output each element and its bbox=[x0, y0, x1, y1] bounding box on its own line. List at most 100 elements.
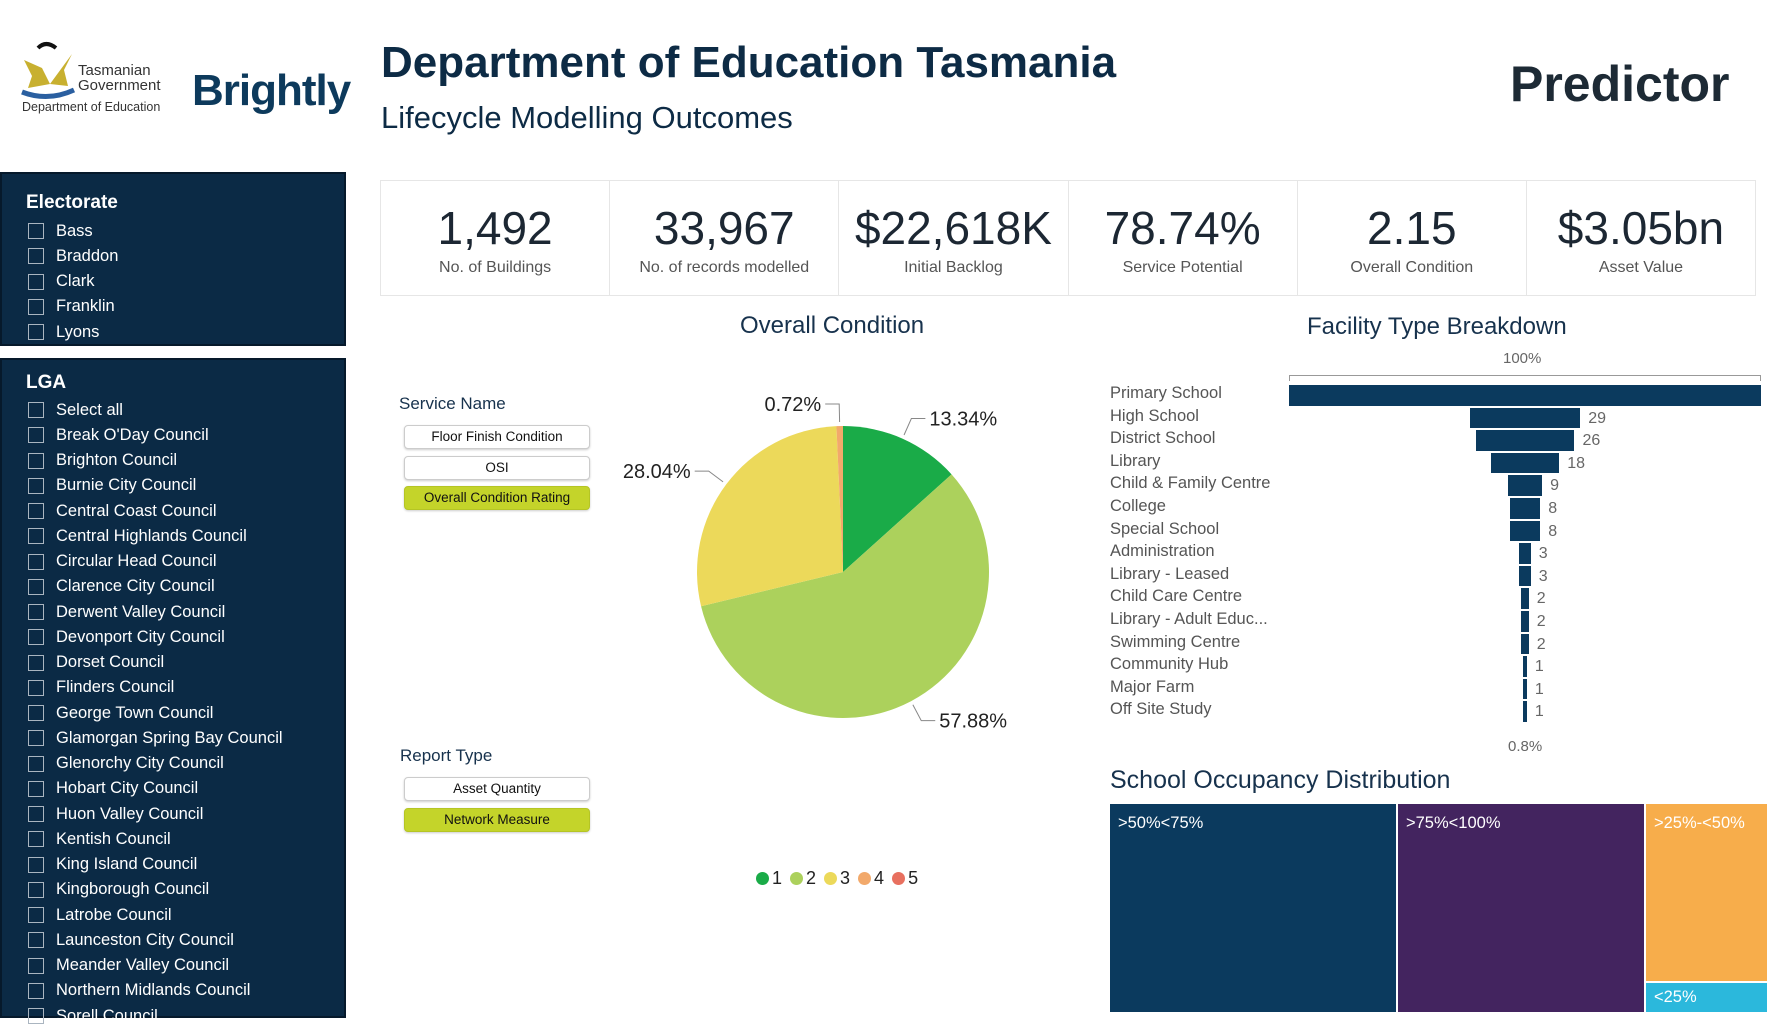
checkbox[interactable] bbox=[28, 604, 44, 620]
filter-option[interactable]: Clark bbox=[28, 271, 95, 293]
checkbox[interactable] bbox=[28, 528, 44, 545]
service-name-option[interactable]: Floor Finish Condition bbox=[404, 425, 590, 449]
filter-option[interactable]: Central Highlands Council bbox=[28, 525, 247, 547]
filter-option[interactable]: Bass bbox=[28, 220, 93, 242]
checkbox[interactable] bbox=[28, 856, 44, 873]
checkbox[interactable] bbox=[28, 755, 44, 772]
funnel-bar[interactable] bbox=[1519, 543, 1531, 564]
funnel-bar[interactable] bbox=[1475, 430, 1575, 451]
checkbox[interactable] bbox=[28, 324, 44, 341]
legend-item[interactable]: 1 bbox=[756, 868, 782, 889]
pie-slice-2[interactable] bbox=[701, 474, 990, 719]
legend-item[interactable]: 3 bbox=[824, 868, 850, 889]
filter-option[interactable]: Franklin bbox=[28, 296, 115, 318]
funnel-bar[interactable] bbox=[1521, 633, 1529, 655]
filter-option[interactable]: Glenorchy City Council bbox=[28, 753, 224, 775]
filter-option[interactable]: Flinders Council bbox=[28, 677, 174, 699]
checkbox[interactable] bbox=[28, 298, 44, 315]
checkbox[interactable] bbox=[28, 730, 44, 747]
filter-option[interactable]: Latrobe Council bbox=[28, 904, 172, 926]
filter-option[interactable]: Clarence City Council bbox=[28, 576, 215, 598]
filter-option[interactable]: George Town Council bbox=[28, 702, 213, 724]
treemap-tile[interactable]: >25%-<50% bbox=[1646, 804, 1767, 981]
option-label: Central Highlands Council bbox=[56, 526, 247, 545]
filter-option[interactable]: King Island Council bbox=[28, 854, 197, 876]
service-name-option[interactable]: Overall Condition Rating bbox=[404, 486, 590, 510]
funnel-bar[interactable] bbox=[1521, 611, 1529, 632]
funnel-bar[interactable] bbox=[1469, 407, 1581, 429]
checkbox[interactable] bbox=[28, 273, 44, 290]
kpi-row: 1,492 No. of Buildings 33,967 No. of record… bbox=[380, 180, 1756, 296]
checkbox[interactable] bbox=[28, 503, 44, 519]
funnel-bar[interactable] bbox=[1523, 701, 1527, 722]
option-label: Flinders Council bbox=[56, 678, 175, 697]
legend-item[interactable]: 4 bbox=[858, 868, 884, 889]
checkbox[interactable] bbox=[28, 957, 44, 974]
treemap-tile[interactable]: <25% bbox=[1646, 983, 1767, 1012]
checkbox[interactable] bbox=[28, 705, 44, 721]
filter-option[interactable]: Lyons bbox=[28, 321, 99, 343]
funnel-bar[interactable] bbox=[1507, 475, 1543, 496]
checkbox[interactable] bbox=[28, 223, 44, 239]
product-name: Predictor bbox=[1510, 56, 1730, 112]
checkbox[interactable] bbox=[28, 427, 44, 444]
treemap-tile[interactable]: >50%<75% bbox=[1110, 804, 1396, 1012]
filter-option[interactable]: Hobart City Council bbox=[28, 778, 198, 800]
checkbox[interactable] bbox=[28, 806, 44, 822]
filter-option[interactable]: Brighton Council bbox=[28, 450, 177, 472]
filter-option[interactable]: Kingborough Council bbox=[28, 879, 209, 901]
option-label: Hobart City Council bbox=[56, 779, 199, 798]
legend-item[interactable]: 5 bbox=[892, 868, 918, 889]
service-name-option[interactable]: OSI bbox=[404, 455, 590, 480]
checkbox[interactable] bbox=[28, 553, 44, 570]
funnel-bar[interactable] bbox=[1490, 452, 1560, 474]
filter-option[interactable]: Huon Valley Council bbox=[28, 803, 203, 825]
funnel-bar[interactable] bbox=[1509, 520, 1541, 542]
filter-title: Electorate bbox=[26, 192, 118, 213]
filter-option[interactable]: Glamorgan Spring Bay Council bbox=[28, 727, 283, 749]
checkbox[interactable] bbox=[28, 477, 44, 494]
checkbox[interactable] bbox=[28, 452, 44, 469]
funnel-bar[interactable] bbox=[1523, 678, 1527, 700]
checkbox[interactable] bbox=[28, 831, 44, 848]
legend-item[interactable]: 2 bbox=[790, 868, 816, 889]
funnel-bar[interactable] bbox=[1289, 385, 1761, 406]
checkbox[interactable] bbox=[28, 679, 44, 696]
filter-option[interactable]: Select all bbox=[28, 399, 123, 421]
filter-option[interactable]: Launceston City Council bbox=[28, 929, 234, 951]
checkbox[interactable] bbox=[28, 629, 44, 646]
funnel-bar[interactable] bbox=[1523, 656, 1527, 677]
report-type-option[interactable]: Network Measure bbox=[404, 808, 590, 832]
filter-option[interactable]: Sorell Council bbox=[28, 1005, 158, 1027]
filter-option[interactable]: Circular Head Council bbox=[28, 551, 216, 573]
funnel-bar[interactable] bbox=[1521, 588, 1529, 609]
option-label: Select all bbox=[56, 400, 123, 419]
checkbox[interactable] bbox=[28, 780, 44, 797]
checkbox[interactable] bbox=[28, 932, 44, 949]
pie-slice-1[interactable] bbox=[843, 426, 952, 572]
checkbox[interactable] bbox=[28, 248, 44, 265]
checkbox[interactable] bbox=[28, 982, 44, 999]
filter-option[interactable]: Devonport City Council bbox=[28, 626, 225, 648]
filter-option[interactable]: Derwent Valley Council bbox=[28, 601, 225, 623]
funnel-bar[interactable] bbox=[1519, 565, 1531, 587]
pie-slice-4[interactable] bbox=[836, 426, 843, 572]
funnel-bar[interactable] bbox=[1509, 498, 1541, 519]
filter-option[interactable]: Break O'Day Council bbox=[28, 424, 209, 446]
checkbox[interactable] bbox=[28, 654, 44, 671]
checkbox[interactable] bbox=[28, 402, 44, 418]
filter-option[interactable]: Dorset Council bbox=[28, 652, 164, 674]
checkbox[interactable] bbox=[28, 578, 44, 595]
filter-option[interactable]: Central Coast Council bbox=[28, 500, 217, 522]
filter-option[interactable]: Braddon bbox=[28, 245, 118, 267]
filter-option[interactable]: Burnie City Council bbox=[28, 475, 196, 497]
filter-option[interactable]: Northern Midlands Council bbox=[28, 980, 250, 1002]
checkbox[interactable] bbox=[28, 1008, 44, 1024]
checkbox[interactable] bbox=[28, 907, 44, 923]
treemap-tile[interactable]: >75%<100% bbox=[1398, 804, 1644, 1012]
filter-option[interactable]: Meander Valley Council bbox=[28, 955, 229, 977]
filter-option[interactable]: Kentish Council bbox=[28, 828, 171, 850]
report-type-option[interactable]: Asset Quantity bbox=[404, 777, 590, 801]
checkbox[interactable] bbox=[28, 881, 44, 898]
pie-slice-3[interactable] bbox=[697, 426, 843, 607]
